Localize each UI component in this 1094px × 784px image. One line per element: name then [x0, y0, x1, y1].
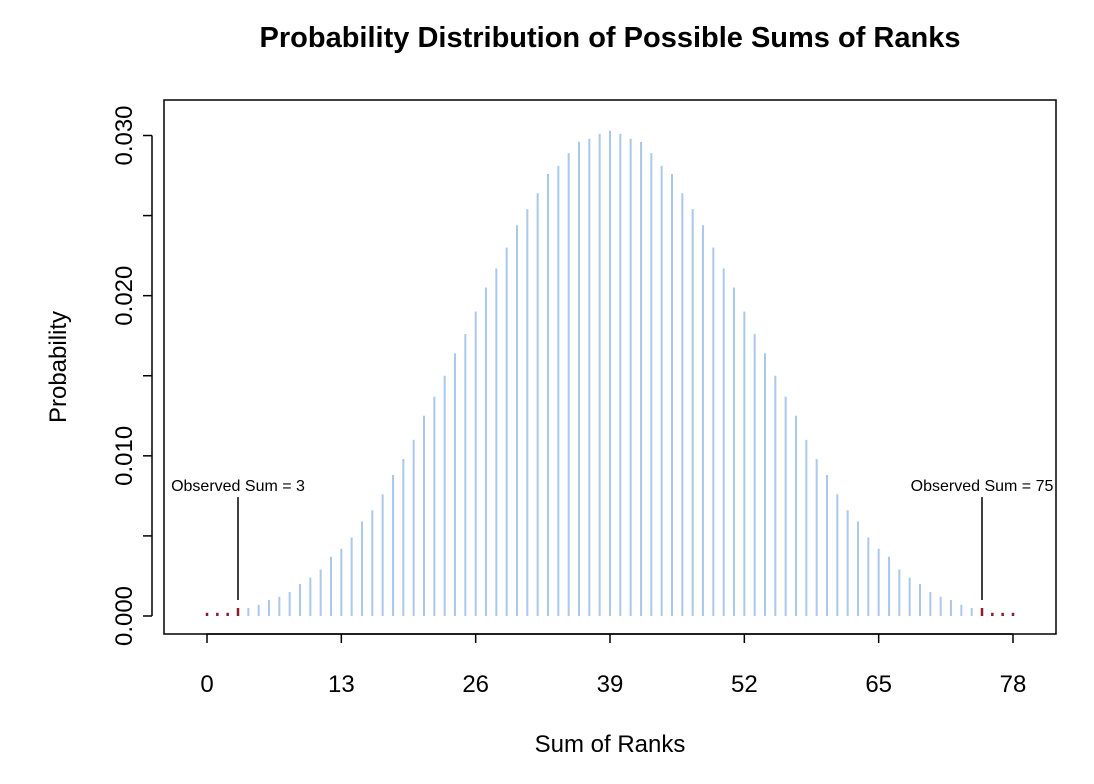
x-tick-label: 52 — [731, 671, 758, 698]
x-tick-label: 78 — [1000, 671, 1027, 698]
chart-title: Probability Distribution of Possible Sum… — [260, 22, 961, 54]
y-tick-label: 0.010 — [111, 426, 138, 486]
bars-group — [205, 130, 1015, 616]
x-axis: 0 13 26 39 52 65 78 — [200, 633, 1027, 698]
annotation-label: Observed Sum = 3 — [171, 478, 305, 495]
y-tick-label: 0.020 — [111, 266, 138, 326]
x-tick-label: 39 — [597, 671, 624, 698]
x-tick-label: 65 — [865, 671, 892, 698]
x-axis-label: Sum of Ranks — [535, 731, 686, 758]
y-tick-label: 0.030 — [111, 105, 138, 165]
x-tick-label: 26 — [462, 671, 489, 698]
y-tick-label: 0.000 — [111, 586, 138, 646]
y-axis: 0.000 0.010 0.020 0.030 — [111, 105, 153, 646]
annotations-group: Observed Sum = 3 Observed Sum = 75 — [171, 478, 1053, 600]
y-axis-label: Probability — [45, 311, 72, 423]
annotation-label: Observed Sum = 75 — [911, 478, 1054, 495]
x-tick-label: 13 — [328, 671, 355, 698]
x-tick-label: 0 — [200, 671, 213, 698]
